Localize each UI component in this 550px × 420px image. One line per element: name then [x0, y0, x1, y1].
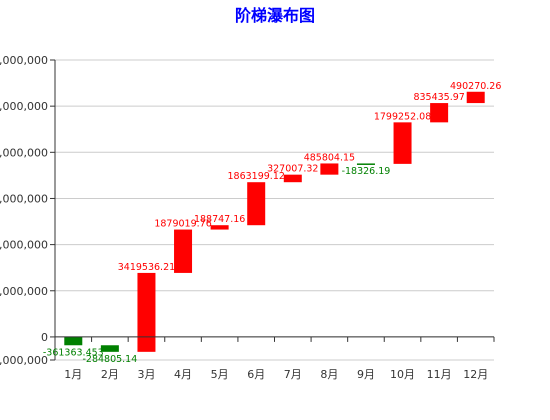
y-tick-label: 4,000,000: [0, 239, 48, 252]
data-label: -18326.19: [342, 166, 391, 177]
bars-layer: [64, 91, 485, 352]
chart-title: 阶梯瀑布图: [235, 6, 315, 25]
y-tick-label: 0: [41, 331, 48, 344]
waterfall-bar: [247, 182, 266, 226]
axis-layer: -1,000,000 0 2,000,000 4,000,000 6,000,000 8,…: [0, 54, 495, 381]
y-tick-label: 2,000,000: [0, 285, 48, 298]
x-tick-label: 6月: [247, 368, 265, 381]
data-label: 3419536.21: [118, 262, 175, 273]
data-label: 188747.16: [194, 214, 245, 225]
x-tick-label: 2月: [101, 368, 119, 381]
labels-layer: -361363.453-284805.14 3419536.21 1879019.7…: [43, 81, 502, 365]
waterfall-bar: [210, 225, 229, 230]
x-tick-label: 4月: [174, 368, 192, 381]
x-tick-label: 12月: [463, 368, 488, 381]
data-label: 1799252.08: [374, 111, 431, 122]
x-tick-label: 5月: [211, 368, 229, 381]
data-label: 490270.26: [450, 81, 501, 92]
x-tick-label: 7月: [284, 368, 302, 381]
data-label: 1879019.76: [154, 219, 211, 230]
x-tick-label: 1月: [64, 368, 82, 381]
waterfall-bar: [174, 229, 193, 273]
y-tick-label: -1,000,000: [0, 354, 48, 367]
data-label: 485804.15: [304, 152, 355, 163]
waterfall-bar: [320, 163, 339, 175]
x-tick-label: 8月: [320, 368, 338, 381]
waterfall-bar: [283, 174, 302, 183]
waterfall-bar: [356, 163, 375, 165]
y-tick-label: 12,000,000: [0, 54, 48, 67]
waterfall-bar: [100, 345, 119, 352]
data-label: 1863199.12: [227, 171, 284, 182]
x-tick-label: 10月: [390, 368, 415, 381]
data-label: 835435.97: [413, 92, 464, 103]
waterfall-bar: [137, 272, 156, 352]
x-tick-label: 9月: [357, 368, 375, 381]
x-tick-label: 11月: [427, 368, 452, 381]
waterfall-bar: [64, 336, 83, 346]
x-tick-label: 3月: [137, 368, 155, 381]
y-tick-label: 6,000,000: [0, 192, 48, 205]
waterfall-bar: [393, 122, 412, 164]
data-label: -361363.453: [43, 347, 104, 358]
waterfall-bar: [430, 103, 449, 123]
grid-layer: [55, 59, 494, 361]
y-tick-label: 10,000,000: [0, 100, 48, 113]
data-label: -284805.14: [82, 354, 137, 365]
data-label: 327007.32: [267, 164, 318, 175]
y-tick-label: 8,000,000: [0, 146, 48, 159]
waterfall-bar: [466, 91, 485, 104]
